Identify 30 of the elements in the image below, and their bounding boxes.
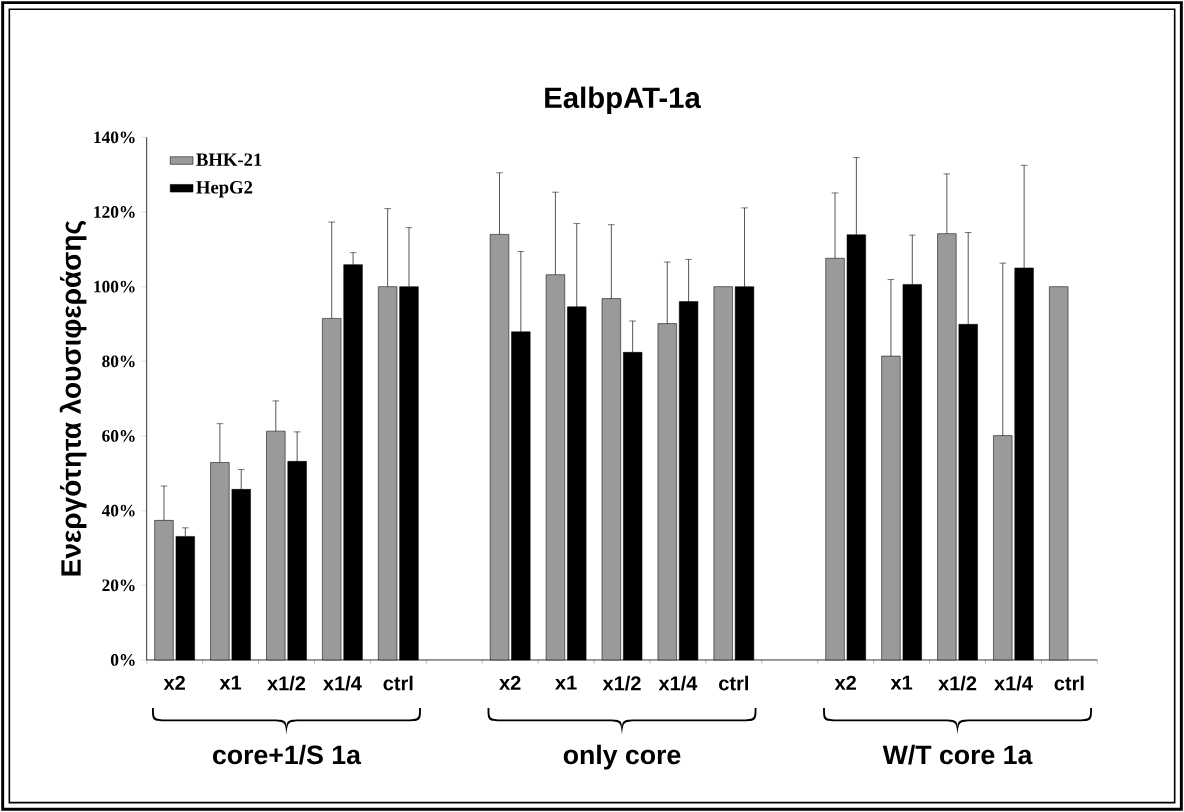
y-tick-label: 100% bbox=[94, 280, 135, 293]
x-tick-label: x1/4 bbox=[994, 675, 1033, 691]
x-tick-label: ctrl bbox=[383, 675, 413, 691]
x-tick-label: x1 bbox=[890, 675, 913, 690]
chart-title: EalbpAT-1a bbox=[545, 86, 701, 114]
x-tick-label: ctrl bbox=[719, 675, 748, 691]
text: core+1/S 1a bbox=[213, 744, 362, 765]
y-tick-label: 140% bbox=[94, 131, 135, 144]
x-tick-label: x1/2 bbox=[602, 675, 641, 691]
y-tick-label: 20% bbox=[102, 579, 135, 592]
text: only core bbox=[563, 744, 681, 770]
y-tick-label: 40% bbox=[101, 504, 135, 517]
y-tick-label: 120% bbox=[94, 206, 135, 218]
x-tick-label: x1 bbox=[219, 675, 242, 690]
y-tick-label: 60% bbox=[102, 430, 135, 442]
x-tick-label: x2 bbox=[834, 675, 856, 690]
x-tick-label: x2 bbox=[163, 675, 185, 690]
legend-label: BHK-21 bbox=[196, 153, 262, 166]
x-tick-label: x2 bbox=[499, 675, 521, 690]
x-tick-label: ctrl bbox=[1054, 675, 1084, 691]
legend-label: HepG2 bbox=[196, 181, 253, 198]
y-tick-label: 0% bbox=[110, 654, 135, 666]
x-tick-label: x1/4 bbox=[323, 675, 362, 691]
x-tick-label: x1/2 bbox=[938, 675, 977, 691]
x-tick-label: x1 bbox=[555, 675, 577, 690]
x-tick-label: x1/4 bbox=[658, 675, 698, 691]
y-axis-title: Ενεργότητα λουσιφεράσης bbox=[59, 221, 87, 576]
text: W/T core 1a bbox=[882, 744, 1033, 765]
x-tick-label: x1/2 bbox=[267, 675, 306, 691]
y-tick-label: 80% bbox=[102, 355, 135, 368]
